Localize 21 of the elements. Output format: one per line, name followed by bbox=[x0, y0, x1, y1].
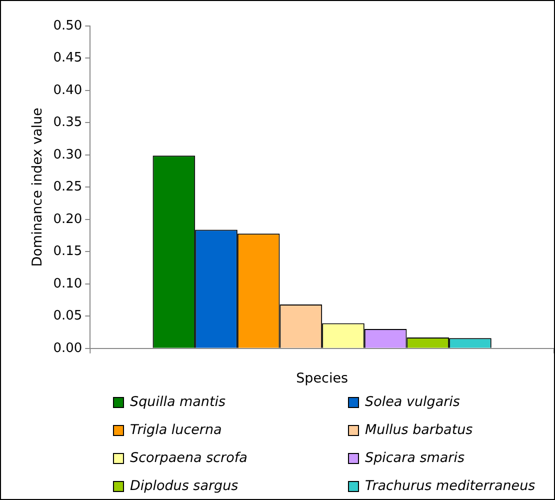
legend-label: Spicara smaris bbox=[365, 450, 464, 466]
legend-label: Scorpaena scrofa bbox=[130, 450, 248, 466]
y-tick-label: 0.50 bbox=[53, 18, 82, 34]
y-tick-label: 0.05 bbox=[53, 308, 82, 324]
legend-label: Trachurus mediterraneus bbox=[365, 478, 536, 494]
y-tick-label: 0.45 bbox=[53, 50, 82, 66]
x-axis-title: Species bbox=[296, 370, 348, 386]
y-tick-label: 0.00 bbox=[53, 340, 82, 356]
y-tick-label: 0.35 bbox=[53, 115, 82, 130]
y-tick-label: 0.10 bbox=[53, 276, 82, 292]
legend-label: Mullus barbatus bbox=[365, 422, 473, 438]
y-tick-label: 0.15 bbox=[53, 244, 82, 260]
legend-label: Diplodus sargus bbox=[130, 478, 238, 494]
legend-label: Solea vulgaris bbox=[365, 394, 460, 410]
y-axis-title: Dominance index value bbox=[30, 108, 46, 267]
y-tick-label: 0.25 bbox=[53, 180, 82, 195]
y-tick-label: 0.30 bbox=[53, 147, 82, 162]
y-tick-label: 0.20 bbox=[53, 212, 82, 227]
y-tick-label: 0.40 bbox=[53, 82, 82, 98]
legend-label: Trigla lucerna bbox=[130, 422, 222, 438]
legend-label: Squilla mantis bbox=[130, 394, 226, 410]
